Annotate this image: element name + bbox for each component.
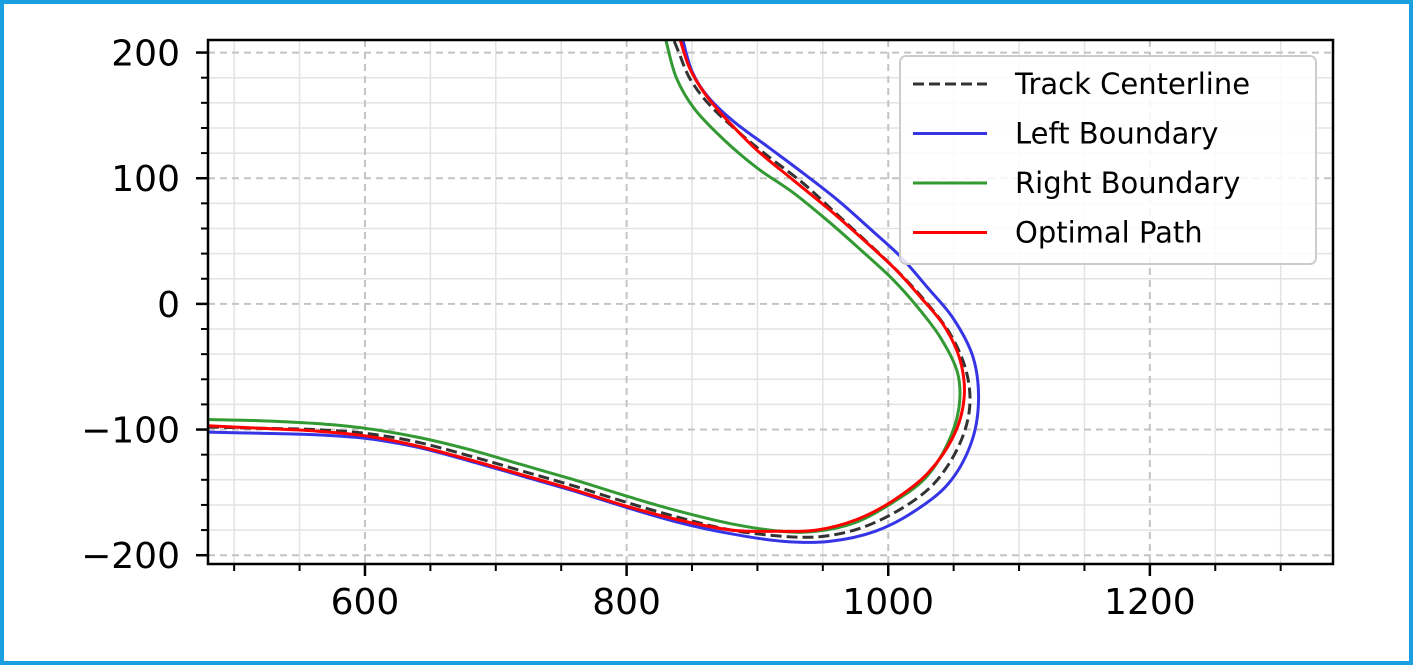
x-tick-label: 800 (592, 582, 661, 623)
x-tick-label: 600 (331, 582, 400, 623)
y-tick-label: 200 (111, 34, 180, 75)
legend-box (899, 55, 1317, 265)
y-tick-label: −100 (81, 411, 180, 452)
minor-grid (208, 40, 1333, 564)
series-line-track-centerline (208, 40, 972, 539)
x-tick-label: 1200 (1104, 582, 1196, 623)
series-line-optimal-path (208, 40, 966, 533)
series-line-right-boundary (208, 40, 962, 534)
x-tick-label: 1000 (842, 582, 934, 623)
legend-label: Right Boundary (1015, 166, 1240, 200)
plot-frame (206, 38, 1335, 566)
legend: Track Centerline Left Boundary Right Bound… (899, 55, 1317, 265)
legend-label: Optimal Path (1015, 216, 1203, 250)
series-layer (208, 40, 981, 544)
y-tick-label: 0 (157, 285, 180, 326)
y-tick-label: −200 (81, 536, 180, 577)
legend-label: Track Centerline (1014, 67, 1250, 101)
legend-label: Left Boundary (1015, 117, 1218, 151)
y-tick-label: 100 (111, 159, 180, 200)
